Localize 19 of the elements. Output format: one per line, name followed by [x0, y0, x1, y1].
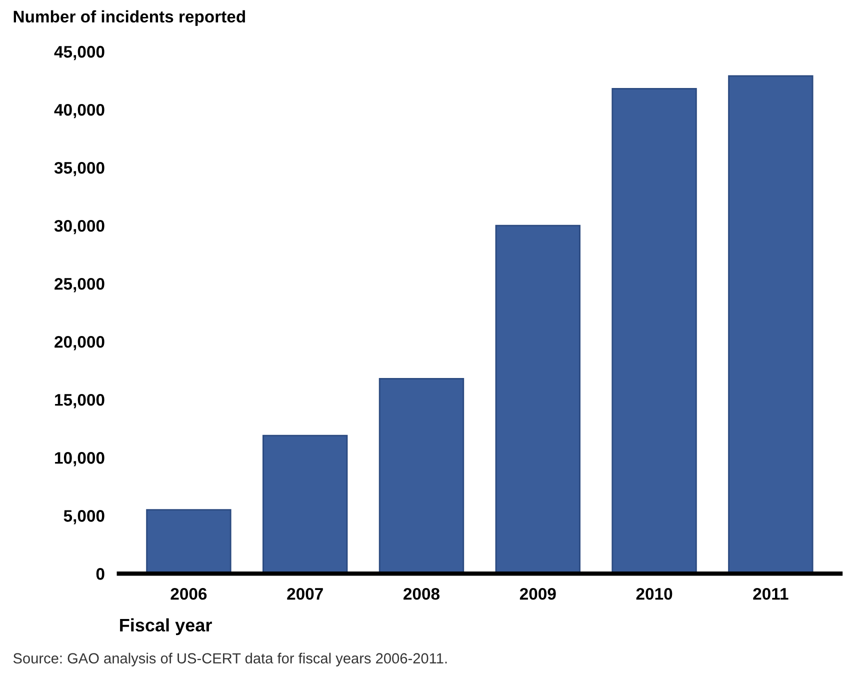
x-tick-label: 2010	[636, 588, 672, 600]
x-tick-label: 2007	[287, 588, 323, 600]
source-note: Source: GAO analysis of US-CERT data for fiscal years 2006-2011.	[13, 652, 447, 666]
x-tick-label: 2009	[520, 588, 556, 600]
y-tick-label: 5,000	[64, 510, 104, 524]
y-tick-label: 35,000	[54, 162, 104, 176]
y-tick-label: 20,000	[54, 336, 104, 350]
x-tick-label: 2006	[170, 588, 207, 600]
x-axis-title: Fiscal year	[120, 618, 212, 636]
y-tick-label: 0	[96, 568, 104, 580]
y-tick-label: 10,000	[55, 452, 104, 466]
y-tick-label: 40,000	[54, 104, 104, 118]
y-tick-label: 30,000	[54, 220, 104, 234]
x-tick-label: 2011	[753, 588, 788, 600]
y-tick-label: 15,000	[55, 394, 104, 408]
y-tick-label: 45,000	[54, 46, 104, 60]
y-tick-label: 25,000	[54, 278, 104, 292]
chart-title: Number of incidents reported	[14, 10, 245, 26]
x-tick-label: 2008	[404, 588, 440, 600]
